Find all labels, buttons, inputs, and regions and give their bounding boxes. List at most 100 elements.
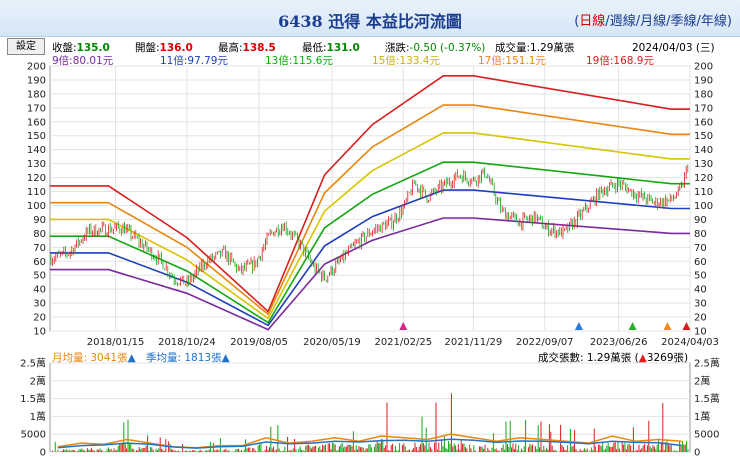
pe-band-11x-label: 11倍:97.79元 xyxy=(160,55,228,67)
settings-button[interactable]: 設定 xyxy=(7,38,45,55)
price-x-tick: 2018/01/15 xyxy=(87,337,145,348)
price-y-tick-right: 160 xyxy=(694,117,713,128)
pe-band-15x-label: 15倍:133.4元 xyxy=(372,55,440,67)
pe-band-13x-label: 13倍:115.6元 xyxy=(265,55,333,67)
quote-open-label: 開盤: xyxy=(135,42,160,54)
price-y-tick-right: 60 xyxy=(694,257,707,268)
price-y-tick-left: 120 xyxy=(27,173,46,184)
volume-y-tick-left: 1萬 xyxy=(30,410,46,423)
volume-y-tick-right: 5000 xyxy=(694,430,719,441)
price-y-tick-left: 130 xyxy=(27,159,46,170)
signal-marker xyxy=(399,322,408,330)
quarterly-avg-volume-label: 季均量: 1813張▲ xyxy=(146,350,230,365)
signal-marker xyxy=(628,322,637,330)
quote-low-label: 最低: xyxy=(302,42,327,54)
price-y-tick-left: 80 xyxy=(33,229,46,240)
quote-change: 漲跌:-0.50 (-0.37%) xyxy=(385,40,485,55)
volume-y-tick-right: 1.5萬 xyxy=(694,392,720,405)
quote-low-value: 131.0 xyxy=(326,42,360,54)
period-yearly[interactable]: 年線 xyxy=(700,14,727,29)
price-panel-frame xyxy=(49,65,691,332)
price-y-tick-right: 120 xyxy=(694,173,713,184)
price-y-tick-right: 110 xyxy=(694,187,713,198)
quote-high-label: 最高: xyxy=(218,42,243,54)
price-y-tick-left: 200 xyxy=(27,62,46,73)
quote-close-label: 收盤: xyxy=(52,42,77,54)
quote-volume: 成交量:1.29萬張 xyxy=(495,40,574,55)
monthly-avg-volume-label: 月均量: 3041張▲ xyxy=(52,350,136,365)
pe-band-line xyxy=(50,132,690,320)
pe-band-9x-label: 9倍:80.01元 xyxy=(52,55,114,67)
price-y-tick-left: 70 xyxy=(33,243,46,254)
price-x-tick: 2021/11/29 xyxy=(445,337,503,348)
price-y-tick-left: 90 xyxy=(33,215,46,226)
price-y-tick-left: 160 xyxy=(27,117,46,128)
signal-marker xyxy=(682,322,691,330)
price-y-tick-left: 180 xyxy=(27,89,46,100)
quarterly-avg-arrow: ▲ xyxy=(221,352,230,364)
quote-open: 開盤:136.0 xyxy=(135,40,193,55)
price-y-tick-right: 140 xyxy=(694,145,713,156)
quote-close-value: 135.0 xyxy=(76,42,110,54)
price-x-tick: 2021/02/25 xyxy=(374,337,432,348)
price-y-tick-right: 200 xyxy=(694,62,713,73)
header-bar: 6438 迅得 本益比河流圖 (日線/週線/月線/季線/年線) xyxy=(0,0,740,37)
price-y-tick-left: 20 xyxy=(33,313,46,324)
period-daily[interactable]: 日線 xyxy=(579,14,606,29)
volume-up-arrow: ▲ xyxy=(638,352,647,364)
price-x-tick: 2024/04/03 xyxy=(661,337,719,348)
price-y-tick-right: 180 xyxy=(694,89,713,100)
volume-count-text: 成交張數: 1.29萬張 ( xyxy=(538,352,639,364)
price-y-tick-left: 10 xyxy=(33,327,46,338)
price-x-tick: 2019/08/05 xyxy=(230,337,288,348)
price-y-tick-left: 50 xyxy=(33,271,46,282)
price-y-tick-right: 130 xyxy=(694,159,713,170)
price-y-tick-right: 40 xyxy=(694,285,707,296)
quote-high: 最高:138.5 xyxy=(218,40,276,55)
volume-average-line xyxy=(57,438,682,449)
quote-change-label: 漲跌: xyxy=(385,42,410,54)
price-y-tick-left: 40 xyxy=(33,285,46,296)
price-y-tick-right: 190 xyxy=(694,75,713,86)
monthly-avg-volume-text: 月均量: 3041張 xyxy=(52,352,128,364)
price-y-tick-left: 150 xyxy=(27,131,46,142)
price-y-tick-left: 110 xyxy=(27,187,46,198)
pe-band-19x-label: 19倍:168.9元 xyxy=(586,55,654,67)
quote-change-value: -0.50 (-0.37%) xyxy=(409,42,486,54)
period-weekly[interactable]: 週線 xyxy=(609,14,636,29)
period-monthly[interactable]: 月線 xyxy=(640,14,667,29)
price-x-tick: 2018/10/24 xyxy=(158,337,216,348)
price-candles xyxy=(50,164,689,288)
price-x-tick: 2020/05/19 xyxy=(303,337,361,348)
period-selector: (日線/週線/月線/季線/年線) xyxy=(574,14,732,29)
page-title: 6438 迅得 本益比河流圖 xyxy=(278,12,462,31)
quote-open-value: 136.0 xyxy=(159,42,193,54)
price-y-tick-right: 170 xyxy=(694,103,713,114)
price-y-tick-right: 80 xyxy=(694,229,707,240)
volume-y-tick-right: 1萬 xyxy=(694,410,710,423)
volume-y-tick-left: 1.5萬 xyxy=(20,392,46,405)
price-y-tick-left: 140 xyxy=(27,145,46,156)
monthly-avg-arrow: ▲ xyxy=(127,352,136,364)
volume-change-text: 3269張) xyxy=(646,352,689,364)
pe-band-17x-label: 17倍:151.1元 xyxy=(478,55,546,67)
price-y-tick-right: 50 xyxy=(694,271,707,282)
volume-y-tick-right: 0 xyxy=(694,448,700,457)
volume-y-tick-left: 2萬 xyxy=(30,374,46,387)
period-quarterly[interactable]: 季線 xyxy=(670,14,697,29)
price-y-tick-left: 100 xyxy=(27,201,46,212)
price-y-tick-left: 190 xyxy=(27,75,46,86)
quote-close: 收盤:135.0 xyxy=(52,40,110,55)
price-y-tick-right: 20 xyxy=(694,313,707,324)
volume-count-label: 成交張數: 1.29萬張 (▲3269張) xyxy=(538,350,688,365)
quote-high-value: 138.5 xyxy=(242,42,276,54)
price-y-tick-right: 150 xyxy=(694,131,713,142)
price-x-tick: 2023/06/26 xyxy=(590,337,648,348)
price-x-tick: 2022/09/07 xyxy=(516,337,574,348)
quote-volume-label: 成交量: xyxy=(495,42,531,54)
price-y-tick-right: 100 xyxy=(694,201,713,212)
signal-marker xyxy=(663,322,672,330)
volume-y-tick-left: 5000 xyxy=(21,430,46,441)
